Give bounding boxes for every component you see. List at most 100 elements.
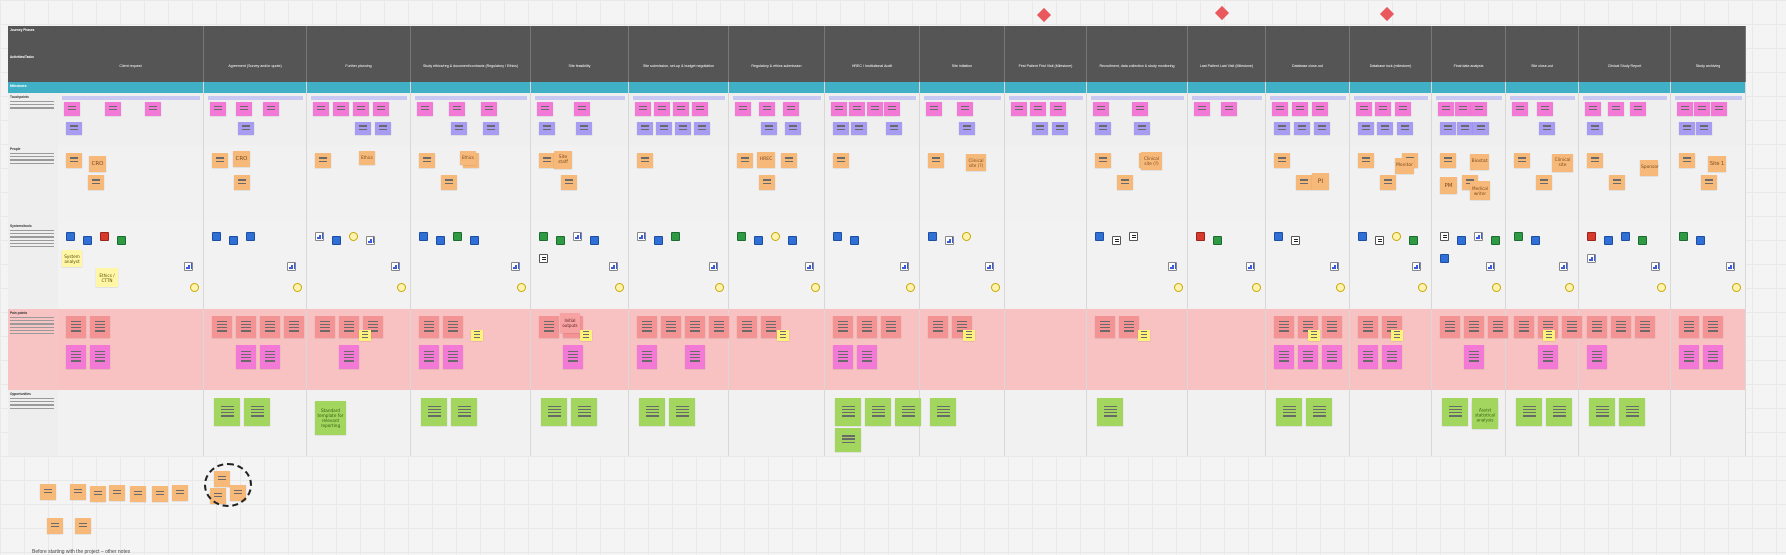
sticky-note[interactable] xyxy=(210,102,226,116)
phase-column-11[interactable]: Recruitment, data collection & study mon… xyxy=(1087,53,1188,82)
sticky-note[interactable] xyxy=(654,102,670,116)
sticky-note[interactable] xyxy=(104,102,121,116)
sticky-note[interactable] xyxy=(783,102,799,116)
phase-column-3[interactable]: Further planning xyxy=(307,53,411,82)
phase-column-8[interactable]: HREC / Institutional Audit xyxy=(825,53,920,82)
sticky-note[interactable] xyxy=(481,102,497,116)
sticky-note[interactable] xyxy=(1696,122,1712,135)
sticky-note[interactable] xyxy=(1298,345,1318,369)
sticky-note[interactable] xyxy=(130,486,146,502)
sticky-note-assist-statistical[interactable]: Assist statistical analysis xyxy=(1472,401,1498,429)
sticky-note[interactable] xyxy=(675,122,691,135)
sticky-note[interactable] xyxy=(449,102,465,116)
sticky-note[interactable] xyxy=(1703,345,1723,369)
sticky-note[interactable] xyxy=(737,316,757,338)
sticky-note[interactable] xyxy=(865,398,891,426)
sticky-note[interactable] xyxy=(895,398,921,426)
sticky-note[interactable] xyxy=(1131,102,1148,116)
milestone-marker[interactable] xyxy=(1379,6,1395,22)
phase-column-10[interactable]: First Patient First Visit (Milestone) xyxy=(1005,53,1087,82)
sticky-note[interactable] xyxy=(1051,122,1068,135)
sticky-note[interactable] xyxy=(958,122,975,135)
sticky-note-clinical-site[interactable]: Clinical site (?) xyxy=(1141,152,1162,170)
phase-column-13[interactable]: Database close-out xyxy=(1266,53,1350,82)
sticky-note[interactable] xyxy=(1488,316,1508,338)
sticky-note[interactable] xyxy=(661,316,681,338)
sticky-note[interactable] xyxy=(881,316,901,338)
sticky-note[interactable] xyxy=(1117,175,1133,190)
sticky-note[interactable] xyxy=(571,398,597,426)
sticky-note[interactable] xyxy=(692,102,708,116)
sticky-note[interactable] xyxy=(172,485,188,501)
sticky-note[interactable] xyxy=(850,122,867,135)
sticky-note[interactable] xyxy=(451,122,467,135)
sticky-note[interactable] xyxy=(90,345,110,369)
sticky-note[interactable] xyxy=(214,398,240,426)
sticky-note[interactable] xyxy=(685,345,705,369)
sticky-note[interactable] xyxy=(1536,175,1552,190)
phase-column-6[interactable]: Site submission, set-up & budget negotia… xyxy=(629,53,729,82)
phase-column-9[interactable]: Site initiation xyxy=(920,53,1005,82)
sticky-note[interactable] xyxy=(1679,345,1699,369)
sticky-note[interactable] xyxy=(70,484,86,500)
sticky-note[interactable] xyxy=(831,102,847,116)
sticky-note-ethics-cttn[interactable]: Ethics / CTTN xyxy=(96,268,118,287)
sticky-note[interactable] xyxy=(1512,102,1528,116)
sticky-note[interactable] xyxy=(1536,102,1553,116)
sticky-note[interactable] xyxy=(1032,122,1049,135)
sticky-note[interactable] xyxy=(109,485,125,501)
sticky-note[interactable] xyxy=(1679,316,1699,338)
sticky-note[interactable] xyxy=(64,102,80,116)
sticky-note[interactable] xyxy=(1440,122,1456,135)
sticky-note[interactable] xyxy=(857,345,877,369)
sticky-note[interactable] xyxy=(930,398,956,426)
sticky-note[interactable] xyxy=(685,316,705,338)
sticky-note[interactable] xyxy=(1611,316,1631,338)
sticky-note[interactable] xyxy=(1587,345,1607,369)
sticky-note[interactable] xyxy=(66,316,86,338)
phase-column-12[interactable]: Last Patient Last Visit (Milestone) xyxy=(1188,53,1266,82)
sticky-note[interactable] xyxy=(833,153,849,168)
sticky-note[interactable] xyxy=(353,102,369,116)
sticky-note[interactable] xyxy=(1095,122,1111,135)
sticky-note[interactable] xyxy=(1030,102,1047,116)
sticky-note[interactable] xyxy=(737,153,753,168)
sticky-note[interactable] xyxy=(443,316,463,338)
sticky-note[interactable] xyxy=(419,316,439,338)
sticky-note[interactable] xyxy=(1312,102,1328,116)
sticky-note[interactable] xyxy=(1514,153,1530,168)
sticky-note[interactable] xyxy=(1358,316,1378,338)
sticky-note[interactable] xyxy=(238,122,255,135)
sticky-note[interactable] xyxy=(1585,102,1601,116)
sticky-note[interactable] xyxy=(1358,153,1374,168)
sticky-note[interactable] xyxy=(637,122,653,135)
sticky-note-standard-template[interactable]: Standard template for relevant reporting xyxy=(315,401,346,435)
sticky-note[interactable] xyxy=(419,345,439,369)
sticky-note[interactable] xyxy=(574,102,590,116)
sticky-note[interactable] xyxy=(1542,330,1555,341)
sticky-note[interactable] xyxy=(284,316,304,338)
sticky-note[interactable] xyxy=(1221,102,1237,116)
sticky-note-biostat[interactable]: Biostat xyxy=(1470,154,1489,170)
sticky-note[interactable] xyxy=(1587,153,1603,168)
sticky-note-site-staff[interactable]: Site staff xyxy=(554,151,572,169)
phase-column-17[interactable]: Clinical Study Report xyxy=(1579,53,1671,82)
sticky-note[interactable] xyxy=(359,330,371,341)
sticky-note[interactable] xyxy=(313,102,329,116)
sticky-note[interactable] xyxy=(40,484,56,500)
sticky-note[interactable] xyxy=(333,102,349,116)
sticky-note[interactable] xyxy=(1133,122,1150,135)
sticky-note[interactable] xyxy=(835,398,861,426)
sticky-note[interactable] xyxy=(145,102,162,116)
sticky-note[interactable] xyxy=(244,398,270,426)
sticky-note-cro[interactable]: CRO xyxy=(89,156,106,172)
sticky-note[interactable] xyxy=(1619,398,1645,426)
sticky-note[interactable] xyxy=(962,330,975,341)
sticky-note[interactable] xyxy=(212,316,232,338)
sticky-note[interactable] xyxy=(777,330,789,341)
sticky-note[interactable] xyxy=(443,345,463,369)
sticky-note[interactable] xyxy=(90,486,106,502)
sticky-note[interactable] xyxy=(1194,102,1210,116)
sticky-note[interactable] xyxy=(694,122,710,135)
sticky-note[interactable] xyxy=(1356,102,1372,116)
